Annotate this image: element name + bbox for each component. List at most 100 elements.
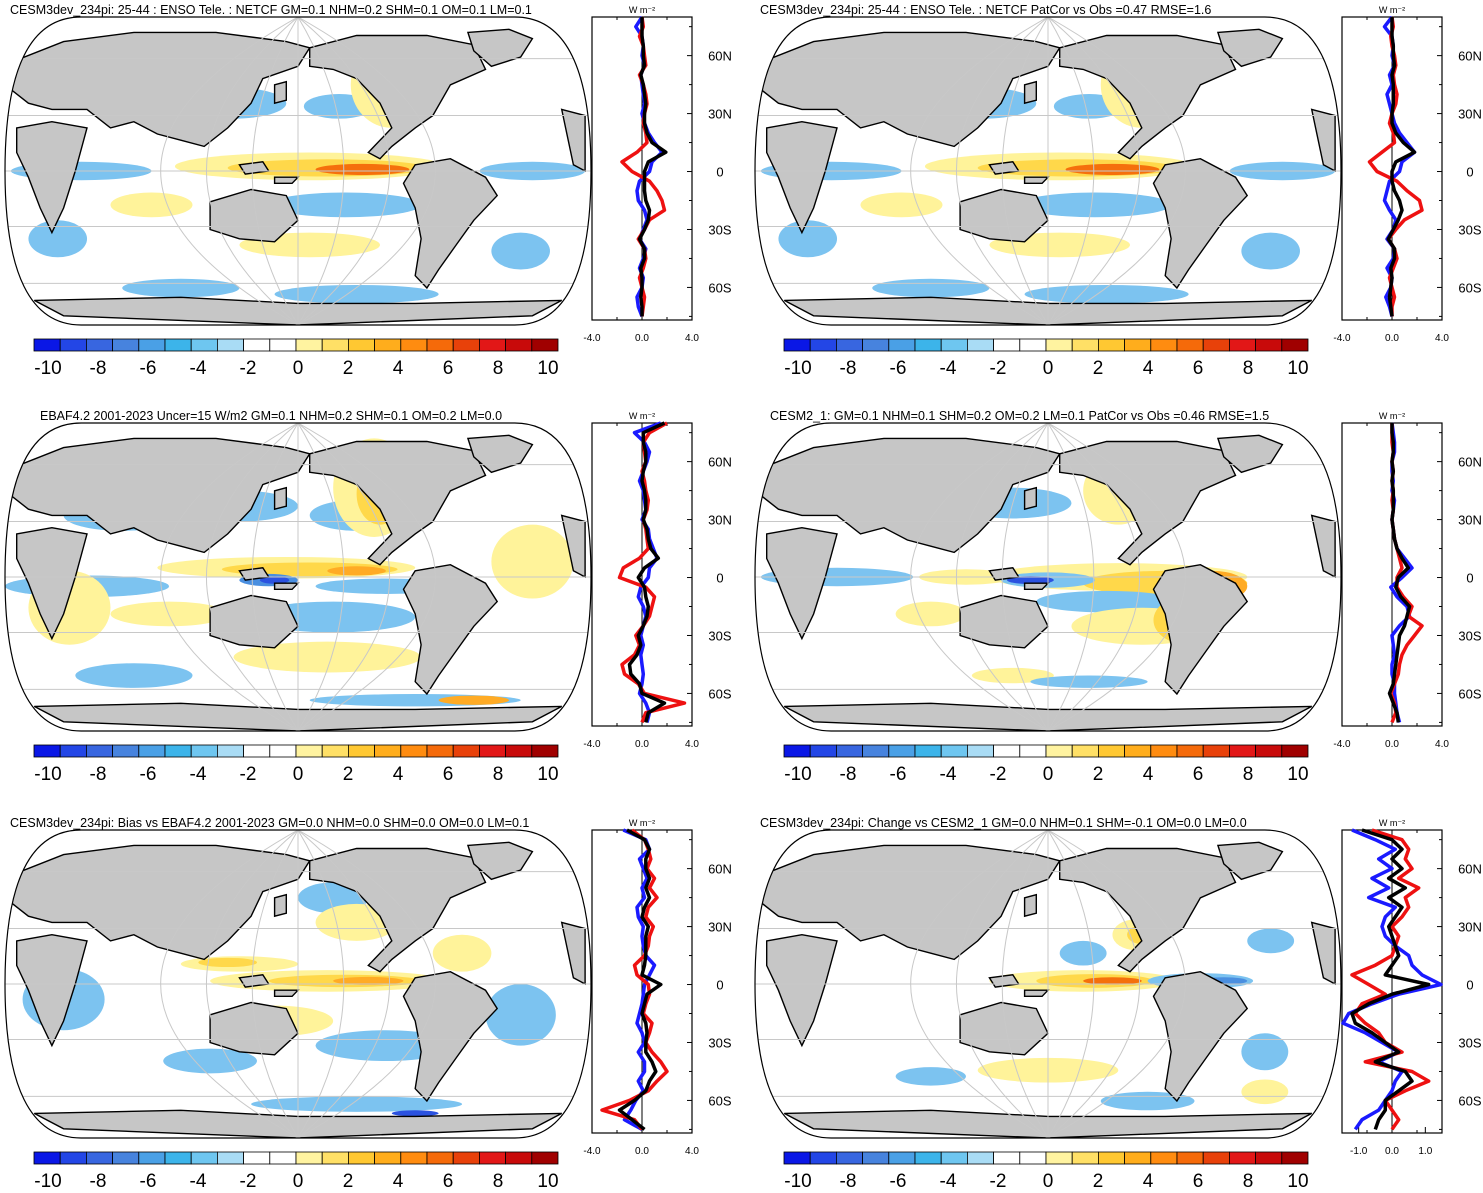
continent bbox=[1023, 486, 1037, 511]
panel-graphics: -10 -8 -6 -4 -2 0 2 4 6 8 10 60N 30N 0 30S 60S -4.0 0.0 4.… bbox=[754, 5, 1482, 379]
zonal-mean-plot: 60N 30N 0 30S 60S -4.0 0.0 4.0 W m⁻² bbox=[583, 818, 732, 1157]
colorbar-swatch bbox=[59, 338, 87, 352]
colorbar: -10 -8 -6 -4 -2 0 2 4 6 8 10 bbox=[33, 744, 559, 785]
colorbar-label: 6 bbox=[443, 764, 454, 785]
panel-graphics: -10 -8 -6 -4 -2 0 2 4 6 8 10 60N 30N 0 30S 60S -4.0 0.0 4.… bbox=[4, 5, 732, 379]
x-tick-label: 4.0 bbox=[1435, 333, 1449, 344]
colorbar-swatch bbox=[295, 744, 323, 758]
x-tick-label: 1.0 bbox=[1418, 1146, 1432, 1157]
colorbar-swatch bbox=[966, 338, 994, 352]
panel-1: CESM3dev_234pi: 25-44 : ENSO Tele. : NET… bbox=[0, 0, 733, 380]
x-tick-label: -1.0 bbox=[1350, 1146, 1368, 1157]
continent bbox=[273, 989, 300, 997]
colorbar-label: 8 bbox=[1243, 764, 1254, 785]
zonal-line-all bbox=[627, 421, 667, 723]
colorbar-label: -2 bbox=[990, 1171, 1007, 1192]
colorbar-swatch bbox=[452, 1151, 480, 1165]
colorbar-swatch bbox=[86, 338, 114, 352]
continent bbox=[238, 161, 270, 175]
x-tick-label: 0.0 bbox=[635, 739, 649, 750]
colorbar-swatch bbox=[888, 1151, 916, 1165]
continent bbox=[402, 970, 499, 1103]
x-tick-label: -4.0 bbox=[583, 1146, 601, 1157]
colorbar-label: 6 bbox=[1193, 764, 1204, 785]
x-tick-label: 0.0 bbox=[635, 333, 649, 344]
colorbar-swatch bbox=[190, 744, 218, 758]
zonal-line-ocean bbox=[1350, 828, 1431, 1131]
map-title: CESM3dev_234pi: Change vs CESM2_1 GM=0.0… bbox=[760, 816, 1247, 830]
colorbar-swatch bbox=[809, 1151, 837, 1165]
colorbar-swatch bbox=[1281, 338, 1309, 352]
map-title: CESM3dev_234pi: 25-44 : ENSO Tele. : NET… bbox=[10, 3, 532, 17]
continent bbox=[273, 893, 287, 918]
colorbar-swatch bbox=[505, 338, 533, 352]
zonal-line-all bbox=[1386, 17, 1417, 317]
colorbar-swatch bbox=[1255, 338, 1283, 352]
colorbar-swatch bbox=[1176, 744, 1204, 758]
colorbar-swatch bbox=[862, 744, 890, 758]
map-title: CESM3dev_234pi: 25-44 : ENSO Tele. : NET… bbox=[760, 3, 1212, 17]
colorbar-swatch bbox=[269, 744, 297, 758]
colorbar-swatch bbox=[914, 338, 942, 352]
map-title: CESM3dev_234pi: Bias vs EBAF4.2 2001-202… bbox=[10, 816, 530, 830]
zonal-line-all bbox=[617, 828, 663, 1131]
lat-tick-label: 30N bbox=[1458, 513, 1482, 528]
colorbar-swatch bbox=[452, 744, 480, 758]
lat-tick-label: 30S bbox=[1458, 628, 1481, 643]
colorbar-swatch bbox=[269, 1151, 297, 1165]
zonal-line-all bbox=[1350, 828, 1431, 1130]
colorbar-label: 2 bbox=[1093, 764, 1104, 785]
colorbar-swatch bbox=[1124, 338, 1152, 352]
lat-tick-label: 30N bbox=[708, 920, 732, 935]
continent bbox=[238, 567, 270, 581]
continent bbox=[1059, 34, 1237, 160]
continent bbox=[766, 120, 838, 235]
units-label: W m⁻² bbox=[1379, 818, 1405, 828]
colorbar: -10 -8 -6 -4 -2 0 2 4 6 8 10 bbox=[783, 744, 1309, 785]
lat-tick-label: 30N bbox=[1458, 920, 1482, 935]
contour-field bbox=[432, 934, 492, 972]
panel-4: CESM2_1: GM=0.1 NHM=0.1 SHM=0.2 OM=0.2 L… bbox=[750, 406, 1483, 786]
colorbar-label: 2 bbox=[343, 358, 354, 379]
x-tick-label: 0.0 bbox=[1385, 739, 1399, 750]
map-border bbox=[754, 829, 1342, 1139]
contour-field bbox=[1241, 1079, 1289, 1105]
colorbar-swatch bbox=[374, 338, 402, 352]
colorbar-swatch bbox=[1071, 1151, 1099, 1165]
lat-tick-label: 60S bbox=[1458, 1093, 1481, 1108]
continent bbox=[466, 434, 534, 474]
colorbar-label: -6 bbox=[890, 764, 907, 785]
colorbar-label: 8 bbox=[493, 764, 504, 785]
colorbar-swatch bbox=[914, 1151, 942, 1165]
colorbar: -10 -8 -6 -4 -2 0 2 4 6 8 10 bbox=[33, 338, 559, 379]
continent bbox=[309, 34, 487, 160]
lat-tick-label: 30N bbox=[708, 107, 732, 122]
map bbox=[755, 17, 1341, 325]
colorbar-swatch bbox=[478, 338, 506, 352]
continent bbox=[1152, 970, 1249, 1103]
x-tick-label: 4.0 bbox=[685, 1146, 699, 1157]
colorbar-label: 4 bbox=[393, 764, 404, 785]
colorbar-label: 6 bbox=[1193, 358, 1204, 379]
map-border bbox=[4, 16, 592, 326]
colorbar-label: -2 bbox=[990, 764, 1007, 785]
panel-3: EBAF4.2 2001-2023 Uncer=15 W/m2 GM=0.1 N… bbox=[0, 406, 733, 786]
map-title: CESM2_1: GM=0.1 NHM=0.1 SHM=0.2 OM=0.2 L… bbox=[770, 409, 1270, 423]
continent bbox=[1023, 893, 1037, 918]
contour-field bbox=[895, 1067, 966, 1086]
continent bbox=[1023, 80, 1037, 105]
contour-field bbox=[872, 278, 990, 298]
colorbar-label: -4 bbox=[190, 764, 207, 785]
colorbar-swatch bbox=[1097, 744, 1125, 758]
lat-tick-label: 60N bbox=[1458, 49, 1482, 64]
colorbar-label: -4 bbox=[940, 764, 957, 785]
contour-field bbox=[438, 695, 509, 705]
colorbar-label: 2 bbox=[1093, 1171, 1104, 1192]
colorbar-swatch bbox=[452, 338, 480, 352]
continent bbox=[466, 28, 534, 68]
colorbar-swatch bbox=[809, 744, 837, 758]
contour-field bbox=[491, 232, 550, 270]
contour-field bbox=[1065, 163, 1160, 176]
units-label: W m⁻² bbox=[1379, 5, 1405, 15]
colorbar-swatch bbox=[374, 744, 402, 758]
